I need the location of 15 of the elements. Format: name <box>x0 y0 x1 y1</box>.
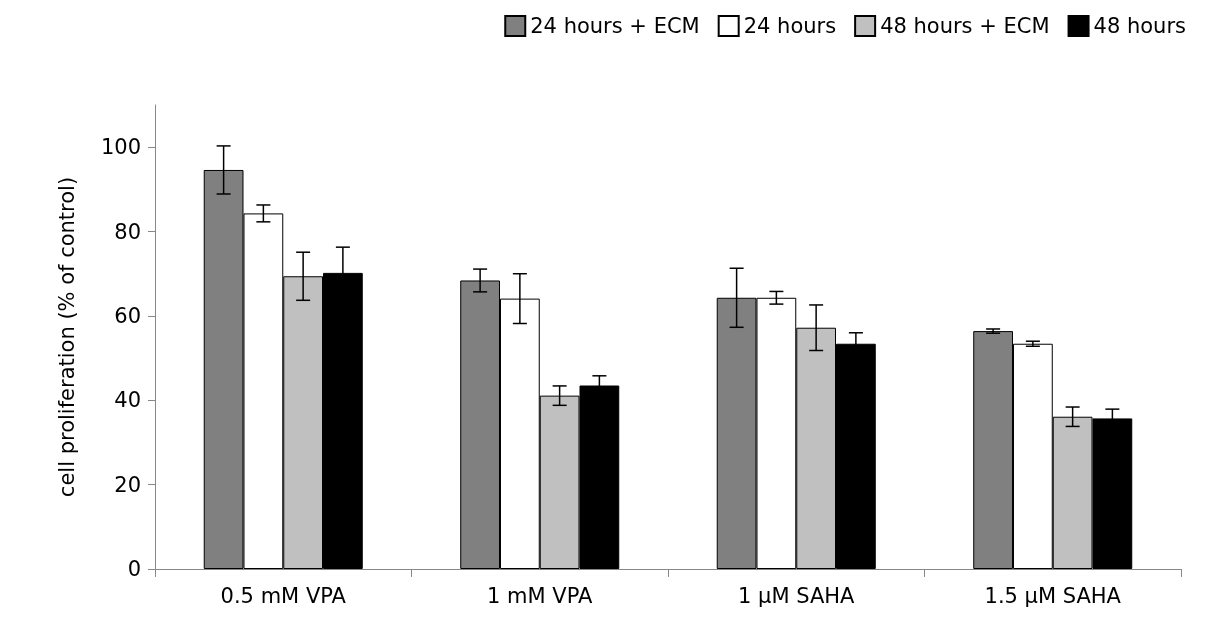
x-tick-label: 1 mM VPA <box>487 583 594 608</box>
legend-label: 24 hours + ECM <box>530 14 700 38</box>
y-tick-label: 80 <box>114 219 141 244</box>
y-tick-label: 60 <box>114 303 141 328</box>
y-axis-title: cell proliferation (% of control) <box>54 176 79 498</box>
y-tick-label: 0 <box>127 557 141 581</box>
legend-label: 24 hours <box>743 14 837 38</box>
y-tick-label: 100 <box>100 135 141 160</box>
y-tick-label: 20 <box>114 472 141 497</box>
legend-label: 48 hours <box>1093 14 1187 38</box>
x-tick-label: 0.5 mM VPA <box>220 583 347 608</box>
x-tick-label: 1 µM SAHA <box>738 583 856 608</box>
legend-label: 48 hours + ECM <box>880 14 1050 38</box>
x-tick-label: 1.5 µM SAHA <box>984 583 1122 608</box>
y-tick-label: 40 <box>114 388 141 413</box>
